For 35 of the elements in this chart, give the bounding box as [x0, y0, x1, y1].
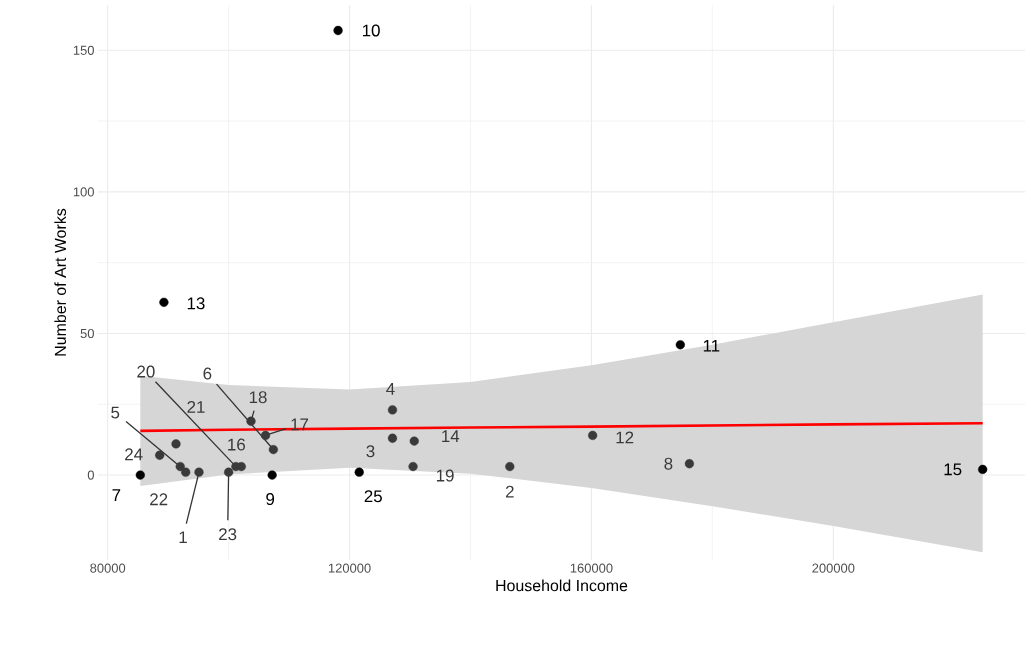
annotation: 25: [364, 490, 382, 503]
annotation: 9: [266, 493, 275, 506]
annotation: 8: [664, 457, 673, 470]
annotation: 16: [228, 438, 245, 451]
annotation: 20: [137, 365, 155, 378]
annotation: 10: [362, 24, 380, 37]
annotation: 22: [150, 493, 168, 506]
x-axis-title: Household Income: [496, 579, 628, 592]
y-axis-title: Number of Art Works: [54, 208, 67, 356]
y-tick-label: 50: [80, 328, 94, 339]
annotation: 3: [366, 445, 375, 458]
annotation: 4: [386, 383, 395, 395]
annotation: 19: [436, 469, 454, 482]
y-tick-label: 100: [73, 187, 94, 197]
x-tick-label: 80000: [90, 563, 126, 573]
x-tick-label: 120000: [328, 563, 371, 573]
annotation: 2: [505, 485, 514, 498]
annotation: 12: [616, 431, 634, 444]
annotation: 7: [112, 489, 121, 501]
annotation: 1: [179, 531, 187, 544]
annotation: 23: [219, 528, 237, 541]
x-tick-label: 200000: [812, 563, 855, 573]
annotation: 21: [187, 400, 205, 413]
y-tick-label: 150: [73, 45, 94, 55]
annotation: 6: [203, 367, 212, 380]
annotation: 14: [442, 430, 460, 442]
annotation: 15: [944, 463, 962, 476]
annotation: 5: [111, 406, 120, 419]
x-tick-label: 160000: [570, 563, 613, 573]
y-tick-label: 0: [87, 470, 94, 480]
annotation: 24: [125, 448, 143, 461]
annotation: 17: [291, 418, 309, 431]
annotation: 18: [249, 391, 267, 404]
annotation: 13: [187, 297, 205, 310]
annotation: 11: [703, 339, 720, 352]
